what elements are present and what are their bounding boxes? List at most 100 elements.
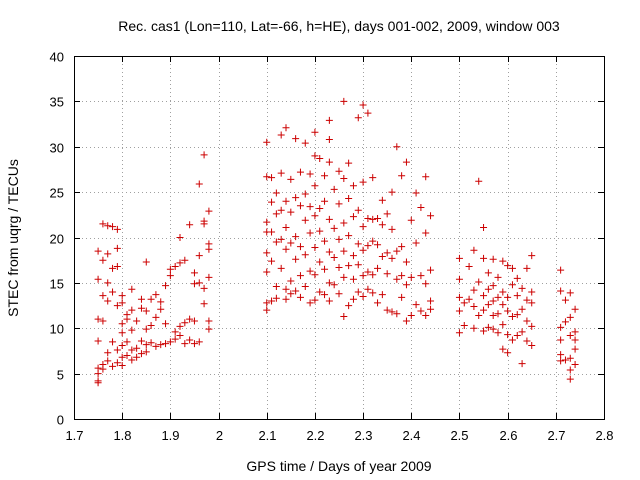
data-point <box>171 328 179 336</box>
data-point <box>128 356 136 364</box>
data-point <box>561 296 569 304</box>
data-point <box>137 337 145 345</box>
x-tick-label: 2.1 <box>258 428 276 443</box>
data-point <box>118 292 126 300</box>
data-point <box>186 221 194 229</box>
data-point <box>571 361 579 369</box>
data-point <box>277 206 285 214</box>
data-point <box>104 297 112 305</box>
data-point <box>369 237 377 245</box>
data-point <box>268 228 276 236</box>
data-point <box>427 305 435 313</box>
data-point <box>345 159 353 167</box>
data-point <box>282 295 290 303</box>
data-point <box>311 212 319 220</box>
data-point <box>311 128 319 136</box>
y-tick-label: 5 <box>57 368 64 383</box>
data-point <box>147 339 155 347</box>
data-point <box>94 377 102 385</box>
data-point <box>489 255 497 263</box>
data-point <box>470 286 478 294</box>
data-point <box>316 227 324 235</box>
data-point <box>460 322 468 330</box>
data-point <box>263 306 271 314</box>
data-point <box>499 301 507 309</box>
data-point <box>118 361 126 369</box>
data-point <box>99 317 107 325</box>
data-point <box>566 354 574 362</box>
data-point <box>513 274 521 282</box>
data-point <box>340 97 348 105</box>
data-point <box>369 174 377 182</box>
data-point <box>494 310 502 318</box>
data-point <box>195 338 203 346</box>
data-point <box>407 273 415 281</box>
data-point <box>557 266 565 274</box>
data-point <box>364 285 372 293</box>
data-point <box>176 322 184 330</box>
data-point <box>480 327 488 335</box>
data-point <box>272 283 280 291</box>
data-point <box>417 272 425 280</box>
data-point <box>335 290 343 298</box>
data-point <box>128 346 136 354</box>
data-point <box>354 114 362 122</box>
data-point <box>422 280 430 288</box>
data-point <box>292 194 300 202</box>
data-point <box>287 290 295 298</box>
data-point <box>345 262 353 270</box>
data-point <box>364 109 372 117</box>
data-point <box>422 173 430 181</box>
data-point <box>402 317 410 325</box>
data-point <box>109 362 117 370</box>
data-point <box>277 235 285 243</box>
data-point <box>176 332 184 340</box>
data-point <box>494 293 502 301</box>
data-point <box>523 337 531 345</box>
x-tick-label: 2.4 <box>402 428 420 443</box>
data-point <box>499 345 507 353</box>
data-point <box>152 313 160 321</box>
data-point <box>349 295 357 303</box>
data-point <box>484 269 492 277</box>
data-point <box>306 203 314 211</box>
data-point <box>349 252 357 260</box>
data-point <box>325 135 333 143</box>
data-point <box>330 281 338 289</box>
data-point <box>137 295 145 303</box>
data-point <box>354 261 362 269</box>
data-point <box>470 246 478 254</box>
data-point <box>109 264 117 272</box>
data-point <box>504 349 512 357</box>
data-point <box>369 215 377 223</box>
data-point <box>427 212 435 220</box>
data-point <box>128 326 136 334</box>
data-point <box>104 349 112 357</box>
data-point <box>345 232 353 240</box>
data-point <box>137 304 145 312</box>
data-point <box>340 247 348 255</box>
data-point <box>499 288 507 296</box>
data-point <box>311 296 319 304</box>
data-point <box>190 340 198 348</box>
data-point <box>205 273 213 281</box>
data-point <box>388 188 396 196</box>
data-point <box>455 275 463 283</box>
data-point <box>109 338 117 346</box>
data-point <box>133 353 141 361</box>
data-point <box>374 299 382 307</box>
data-point <box>94 337 102 345</box>
x-tick-label: 1.9 <box>161 428 179 443</box>
x-tick-label: 2.6 <box>499 428 517 443</box>
data-point <box>282 124 290 132</box>
data-point <box>489 325 497 333</box>
data-point <box>354 288 362 296</box>
data-point <box>494 273 502 281</box>
data-point <box>113 359 121 367</box>
y-tick-label: 30 <box>50 141 64 156</box>
x-tick-label: 1.8 <box>113 428 131 443</box>
data-point <box>378 253 386 261</box>
data-point <box>412 301 420 309</box>
x-tick-label: 2.3 <box>354 428 372 443</box>
